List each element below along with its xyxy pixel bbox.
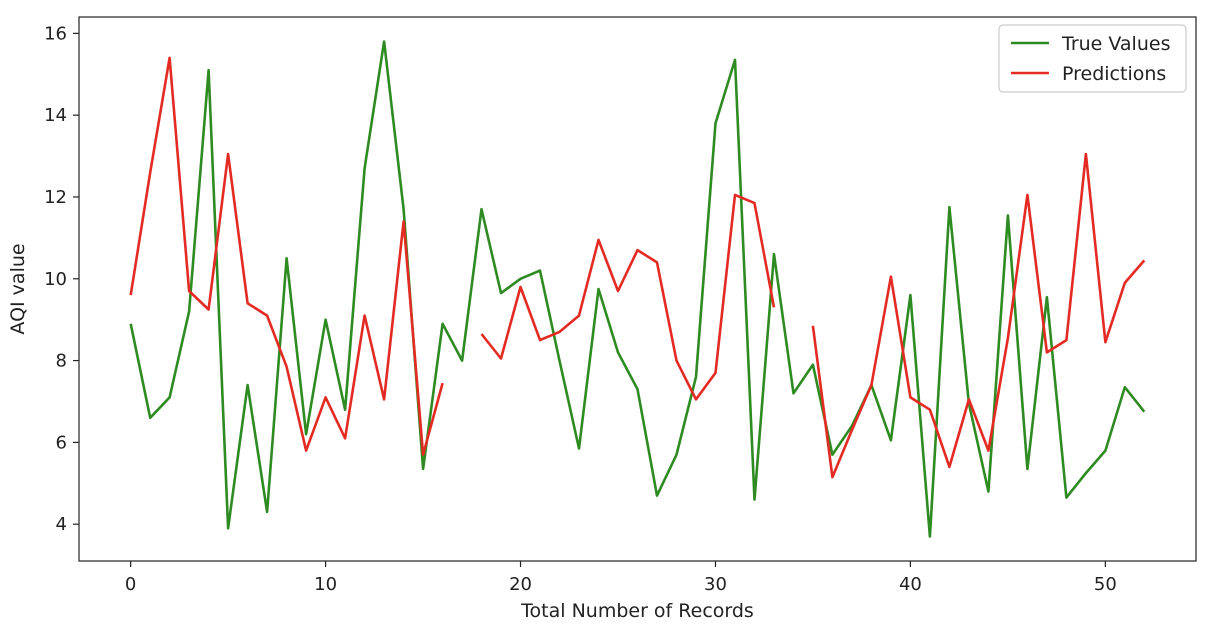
y-tick-label: 12 [44,187,67,208]
x-axis-label: Total Number of Records [520,600,754,622]
series-line-segment [811,152,1146,479]
legend-label: Predictions [1062,63,1166,85]
series-predictions [129,56,1146,479]
y-tick-label: 4 [56,514,67,535]
series-true-values [129,40,1146,538]
legend-item: Predictions [1011,63,1166,85]
plot-frame [78,16,1197,562]
x-tick-label: 30 [704,574,727,595]
legend-item: True Values [1011,33,1170,55]
x-tick-label: 0 [125,574,136,595]
legend: True Values Predictions [998,24,1187,93]
x-tick-label: 10 [314,574,337,595]
series-line-segment [480,193,776,401]
x-axis-ticks: 0 10 20 30 40 50 [125,561,1117,595]
series-layer [129,40,1146,538]
y-tick-label: 16 [44,23,67,44]
y-axis-label: AQI value [7,243,29,334]
y-axis-ticks: 4 6 8 10 12 14 16 [44,23,79,535]
y-tick-label: 10 [44,269,67,290]
y-tick-label: 8 [56,351,67,372]
x-tick-label: 20 [509,574,532,595]
x-tick-label: 40 [899,574,922,595]
y-tick-label: 6 [56,432,67,453]
series-line-segment [129,56,444,457]
y-tick-label: 14 [44,105,67,126]
x-tick-label: 50 [1094,574,1117,595]
series-line-segment [129,40,1146,538]
legend-label: True Values [1061,33,1170,55]
